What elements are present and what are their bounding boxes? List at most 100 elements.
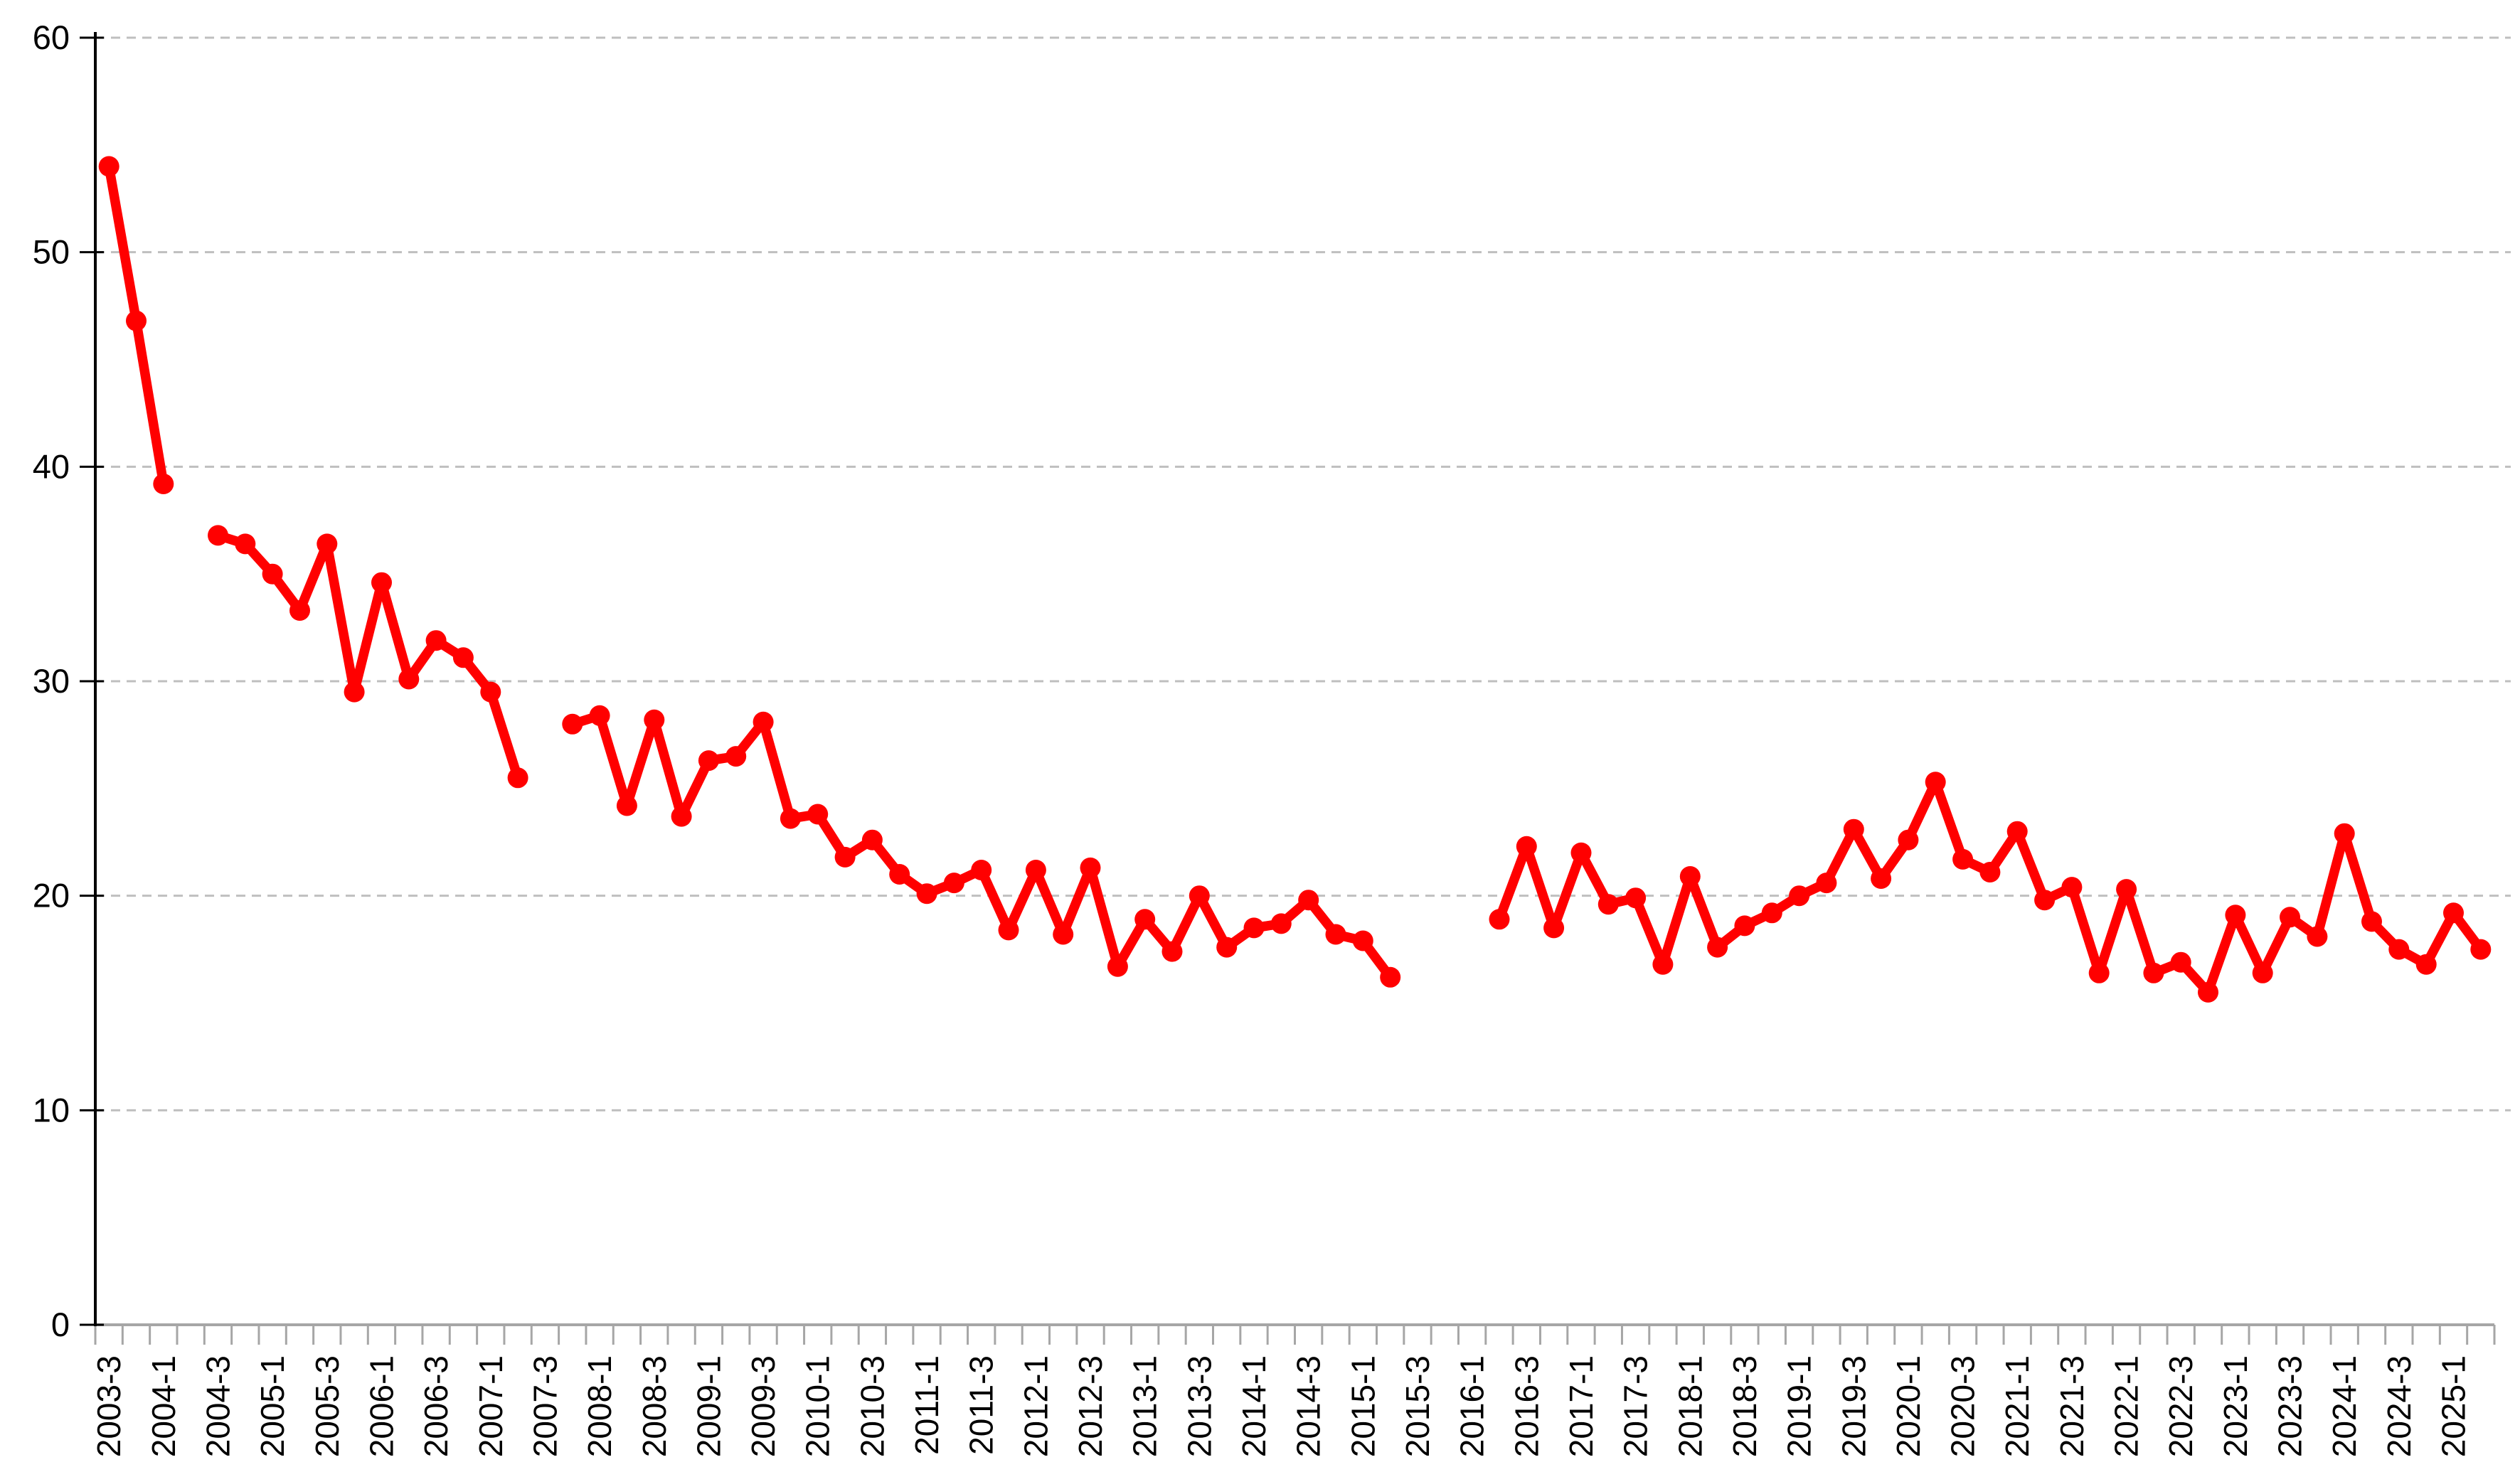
x-tick-label: 2025-1 [2435, 1355, 2472, 1457]
data-point-marker [1898, 829, 1919, 850]
x-tick-label: 2015-3 [1399, 1355, 1436, 1457]
x-tick-label: 2024-1 [2326, 1355, 2363, 1457]
data-point-marker [1816, 873, 1837, 894]
y-tick-label: 10 [33, 1091, 70, 1129]
y-tick-label: 40 [33, 447, 70, 485]
x-tick-label: 2014-3 [1290, 1355, 1327, 1457]
y-tick-label: 0 [51, 1306, 70, 1343]
x-tick-label: 2022-1 [2108, 1355, 2145, 1457]
data-point-marker [98, 156, 119, 177]
data-point-marker [698, 750, 719, 772]
data-point-marker [1789, 885, 1810, 907]
x-tick-label: 2005-1 [254, 1355, 291, 1457]
x-tick-label: 2004-1 [145, 1355, 182, 1457]
x-tick-label: 2020-1 [1890, 1355, 1927, 1457]
x-tick-label: 2007-3 [526, 1355, 563, 1457]
data-point-marker [1270, 913, 1292, 934]
data-point-marker [889, 864, 910, 885]
data-point-marker [1325, 924, 1346, 945]
data-point-marker [371, 572, 392, 593]
data-point-marker [208, 525, 228, 546]
x-tick-label: 2016-3 [1508, 1355, 1545, 1457]
x-tick-label: 2019-1 [1781, 1355, 1818, 1457]
data-point-marker [971, 860, 992, 880]
data-point-marker [425, 630, 447, 651]
data-point-marker [262, 563, 283, 585]
data-point-marker [2280, 907, 2300, 928]
data-point-marker [1679, 866, 1701, 887]
x-tick-label: 2017-3 [1617, 1355, 1654, 1457]
data-point-marker [1570, 842, 1592, 863]
x-tick-label: 2012-3 [1072, 1355, 1109, 1457]
x-tick-label: 2021-3 [2053, 1355, 2090, 1457]
x-tick-label: 2009-1 [690, 1355, 727, 1457]
data-point-marker [2061, 877, 2083, 898]
data-point-marker [1134, 909, 1156, 930]
data-point-marker [344, 681, 365, 703]
data-point-marker [1025, 860, 1046, 880]
y-tick-label: 20 [33, 877, 70, 914]
x-tick-label: 2011-3 [963, 1355, 1000, 1455]
data-point-marker [1516, 836, 1537, 857]
data-point-marker [1652, 954, 1674, 975]
x-tick-label: 2013-1 [1127, 1355, 1164, 1457]
data-point-marker [1489, 909, 1510, 930]
data-point-marker [452, 647, 474, 668]
x-tick-label: 2021-1 [1999, 1355, 2036, 1457]
data-point-marker [1161, 941, 1183, 962]
y-tick-label: 50 [33, 233, 70, 271]
data-point-marker [1189, 885, 1210, 907]
y-tick-label: 60 [33, 18, 70, 56]
x-tick-label: 2017-1 [1563, 1355, 1600, 1457]
data-point-marker [2334, 823, 2355, 844]
data-point-marker [1352, 930, 1373, 951]
x-tick-label: 2012-1 [1017, 1355, 1054, 1457]
x-tick-label: 2003-3 [90, 1355, 127, 1457]
y-tick-label: 30 [33, 662, 70, 700]
x-tick-label: 2010-3 [854, 1355, 890, 1457]
data-point-marker [1243, 917, 1265, 939]
data-point-marker [1216, 937, 1238, 958]
data-point-marker [1761, 902, 1782, 924]
x-tick-label: 2007-1 [472, 1355, 509, 1457]
x-tick-label: 2006-3 [418, 1355, 454, 1457]
data-point-marker [943, 873, 964, 894]
data-point-marker [1871, 868, 1892, 889]
x-tick-label: 2011-1 [908, 1355, 945, 1455]
data-point-marker [2088, 962, 2110, 983]
x-tick-label: 2023-3 [2272, 1355, 2309, 1457]
x-tick-label: 2008-3 [636, 1355, 673, 1457]
data-point-marker [1952, 848, 1974, 870]
data-point-marker [1707, 937, 1728, 958]
data-point-marker [2170, 951, 2191, 973]
data-point-marker [1543, 917, 1565, 939]
data-point-marker [834, 846, 856, 868]
data-point-marker [780, 808, 801, 829]
x-tick-label: 2018-1 [1671, 1355, 1708, 1457]
data-point-marker [480, 681, 501, 703]
x-tick-label: 2004-3 [200, 1355, 237, 1457]
x-tick-label: 2010-1 [799, 1355, 836, 1457]
x-tick-label: 2016-1 [1454, 1355, 1491, 1457]
data-point-marker [2143, 962, 2164, 983]
x-tick-label: 2006-1 [363, 1355, 400, 1457]
x-tick-label: 2023-1 [2217, 1355, 2254, 1457]
x-tick-label: 2022-3 [2162, 1355, 2199, 1457]
data-point-marker [2443, 902, 2464, 924]
data-point-marker [725, 746, 747, 767]
x-tick-label: 2013-3 [1181, 1355, 1218, 1457]
data-point-marker [2225, 905, 2246, 926]
data-point-marker [1925, 772, 1946, 793]
data-point-marker [235, 533, 256, 555]
data-point-marker [1597, 894, 1619, 915]
data-point-marker [2388, 939, 2410, 960]
data-point-marker [861, 829, 883, 850]
data-point-marker [1053, 924, 1074, 945]
x-tick-label: 2024-3 [2381, 1355, 2418, 1457]
data-point-marker [289, 600, 310, 621]
x-tick-label: 2008-1 [581, 1355, 618, 1457]
data-point-marker [1107, 956, 1128, 977]
x-tick-label: 2015-1 [1344, 1355, 1381, 1457]
